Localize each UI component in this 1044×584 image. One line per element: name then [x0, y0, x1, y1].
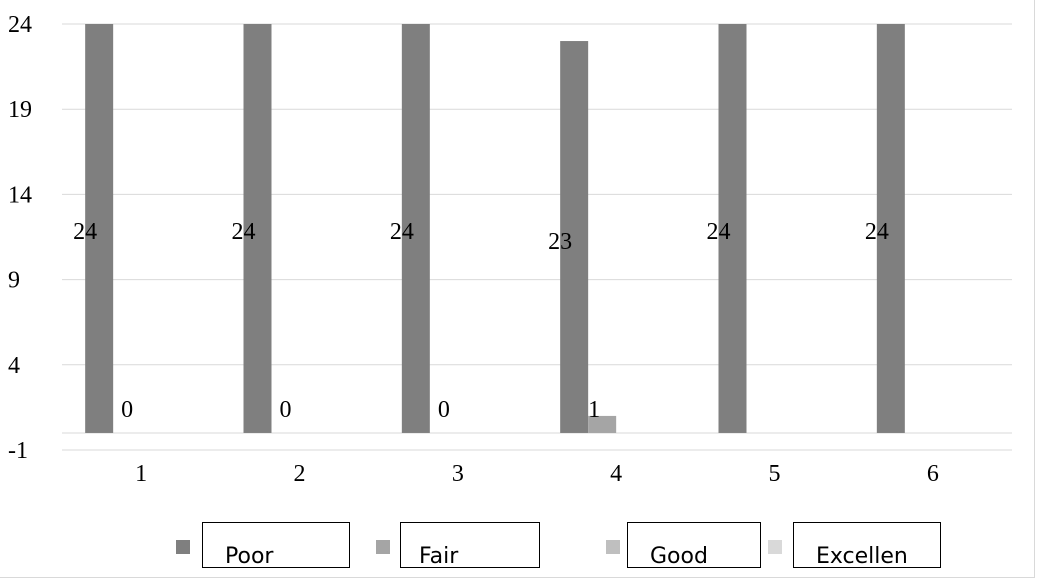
legend-label-excellen: Excellen: [816, 544, 908, 568]
legend-swatch-good: [606, 540, 620, 554]
data-label-fair-4: 1: [588, 397, 600, 423]
bar-poor-5: [718, 24, 747, 433]
data-label-poor-3: 24: [390, 219, 414, 245]
x-tick-label-5: 5: [769, 461, 781, 487]
data-label-poor-4: 23: [548, 229, 572, 255]
legend-swatch-poor: [176, 540, 190, 554]
y-tick-label-1: 19: [8, 97, 32, 123]
bar-fair-4: [588, 415, 617, 433]
x-tick-label-3: 3: [452, 461, 464, 487]
bar-poor-6: [876, 24, 905, 433]
bar-poor-3: [401, 24, 430, 433]
legend-box-excellen: Excellen: [793, 522, 941, 568]
legend-box-fair: Fair: [400, 522, 540, 568]
x-tick-label-2: 2: [294, 461, 306, 487]
x-tick-label-4: 4: [610, 461, 622, 487]
legend: Poor Fair Good Excellen: [0, 520, 1044, 584]
y-tick-label-3: 9: [8, 268, 20, 294]
data-label-poor-2: 24: [232, 219, 256, 245]
bar-poor-2: [243, 24, 272, 433]
bar-poor-4: [560, 41, 589, 433]
data-label-fair-1: 0: [121, 397, 133, 423]
data-label-fair-2: 0: [280, 397, 292, 423]
data-label-fair-3: 0: [438, 397, 450, 423]
legend-swatch-excellen: [768, 540, 782, 554]
legend-box-good: Good: [627, 522, 761, 568]
y-tick-label-2: 14: [8, 182, 32, 208]
legend-label-poor: Poor: [225, 544, 274, 568]
y-tick-label-0: 24: [8, 12, 32, 38]
legend-box-poor: Poor: [202, 522, 350, 568]
bar-poor-1: [85, 24, 114, 433]
data-label-poor-1: 24: [73, 219, 97, 245]
x-tick-label-1: 1: [135, 461, 147, 487]
legend-swatch-fair: [376, 540, 390, 554]
data-label-poor-5: 24: [707, 219, 731, 245]
legend-label-fair: Fair: [419, 544, 459, 568]
data-label-poor-6: 24: [865, 219, 889, 245]
y-tick-label-4: 4: [8, 353, 20, 379]
x-tick-label-6: 6: [927, 461, 939, 487]
legend-label-good: Good: [650, 544, 708, 568]
y-tick-label-5: -1: [8, 438, 28, 464]
